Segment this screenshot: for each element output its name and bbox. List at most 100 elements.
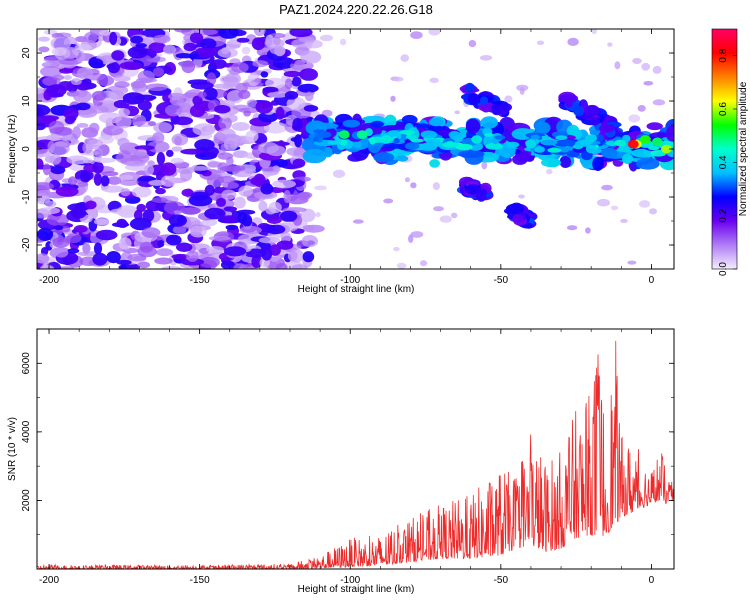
spectrogram-blob	[155, 187, 166, 195]
spectrogram-blob	[114, 81, 130, 88]
spectrogram-blob	[37, 122, 46, 131]
spectrogram-blob	[254, 77, 262, 84]
spectrogram-blob	[76, 123, 89, 128]
spectrogram-blob	[614, 139, 626, 147]
spectrogram-blob	[547, 158, 560, 168]
spectrogram-blob	[476, 190, 487, 202]
spectrogram-blob	[266, 216, 282, 224]
spectrogram-blob	[49, 142, 70, 156]
x-tick-label: 0	[649, 575, 655, 586]
spectrogram-blob	[637, 105, 646, 112]
spectrogram-blob	[253, 191, 278, 200]
spectrogram-blob	[410, 31, 423, 39]
spectrogram-blob	[217, 152, 234, 160]
spectrogram-blob	[404, 177, 410, 183]
spectrogram-blob	[152, 132, 165, 144]
spectrogram-blob	[189, 32, 204, 44]
spectrogram-blob	[640, 135, 651, 144]
spectrogram-blob	[40, 65, 63, 78]
spectrogram-blob	[382, 142, 409, 149]
spectrogram-blob	[130, 35, 144, 44]
y-tick-label: 10	[21, 95, 32, 107]
spectrogram-blob	[585, 227, 591, 234]
spectrogram-blob	[107, 61, 120, 74]
x-tick-label: -200	[39, 575, 59, 586]
spectrogram-blob	[73, 225, 88, 233]
spectrogram-blob	[153, 34, 171, 44]
colorbar: 0.0 0.2 0.4 0.6 0.8 Normalized spectral ampl…	[711, 28, 749, 276]
spectrogram-blob	[595, 134, 604, 142]
spectrogram-blob	[148, 179, 166, 186]
spectrogram-blob	[299, 68, 318, 81]
spectrogram-blob	[156, 152, 166, 166]
x-tick-label: -50	[494, 575, 509, 586]
snr-ylabel: SNR (10 * v/v)	[7, 417, 18, 481]
spectrogram-blob	[622, 153, 634, 165]
spectrogram-blob	[519, 86, 525, 95]
spectrogram-blob	[547, 147, 562, 153]
spectrogram-blob	[238, 89, 251, 100]
spectrogram-blob	[396, 155, 409, 162]
spectrogram-blob	[338, 130, 350, 139]
spectrogram-blob	[584, 104, 600, 117]
spectrogram-blob	[303, 105, 319, 112]
spectrogram-blob	[558, 94, 579, 103]
spectrogram-blob	[258, 237, 281, 244]
spectrogram-blob	[180, 148, 205, 155]
spectrogram-blob	[214, 104, 231, 114]
spectrogram-blob	[110, 208, 134, 215]
spectrogram-blob	[241, 46, 251, 55]
spectrogram-blob	[485, 143, 504, 150]
spectrogram-blob	[93, 218, 109, 226]
spectrogram-blob	[400, 54, 410, 62]
spectrogram-blob	[176, 242, 193, 252]
spectrogram-blob	[217, 176, 236, 184]
spectrogram-blob	[265, 224, 286, 235]
spectrogram-blob	[301, 235, 318, 248]
spectrogram-blob	[314, 131, 332, 139]
spectrogram-blob	[245, 130, 259, 143]
spectrogram-blob	[218, 116, 232, 130]
spectrogram-blob	[263, 256, 286, 269]
spectrogram-blob	[297, 83, 319, 93]
spectrogram-blob	[101, 185, 125, 193]
spectrogram-blob	[92, 161, 104, 174]
spectrogram-blob	[279, 210, 298, 222]
spectrogram-blob	[546, 169, 553, 175]
spectrogram-blob	[614, 61, 621, 70]
y-tick-label: 2000	[21, 489, 32, 512]
spectrogram-blob	[479, 96, 489, 105]
spectrogram-blob	[164, 104, 183, 117]
spectrogram-blob	[451, 212, 458, 219]
colorbar-tick-label: 0.2	[718, 208, 729, 222]
spectrogram-blob	[168, 214, 187, 227]
spectrogram-blob	[652, 137, 663, 147]
spectrogram-blob	[567, 37, 579, 47]
spectrogram-blob	[289, 29, 313, 38]
spectrogram-blob	[119, 179, 139, 186]
spectrogram-blob	[558, 145, 571, 153]
spectrogram-blob	[573, 105, 585, 117]
spectrogram-blob	[127, 46, 148, 59]
spectrogram-blob	[119, 61, 143, 70]
spectrogram-blob	[481, 161, 488, 170]
spectrogram-blob	[578, 139, 594, 146]
spectrogram-blob	[287, 249, 305, 263]
spectrogram-blob	[53, 225, 64, 231]
spectrogram-blob	[393, 137, 400, 144]
spectrogram-blob	[73, 90, 92, 103]
spectrogram-blob	[627, 139, 639, 149]
spectrogram-blob	[98, 29, 112, 36]
spectrogram-blob	[315, 212, 321, 218]
spectrogram-blob	[253, 29, 266, 37]
spectrogram-blob	[381, 135, 392, 144]
spectrogram-blob	[117, 137, 130, 148]
spectrogram-blob	[261, 166, 281, 173]
spectrogram-blob	[116, 218, 127, 227]
spectrogram-blob	[312, 136, 320, 142]
snr-xlabel: Height of straight line (km)	[298, 584, 415, 595]
spectrogram-blob	[172, 116, 193, 126]
spectrogram-blob	[383, 198, 394, 204]
spectrogram-blob	[37, 253, 50, 264]
spectrogram-blob	[370, 120, 384, 128]
